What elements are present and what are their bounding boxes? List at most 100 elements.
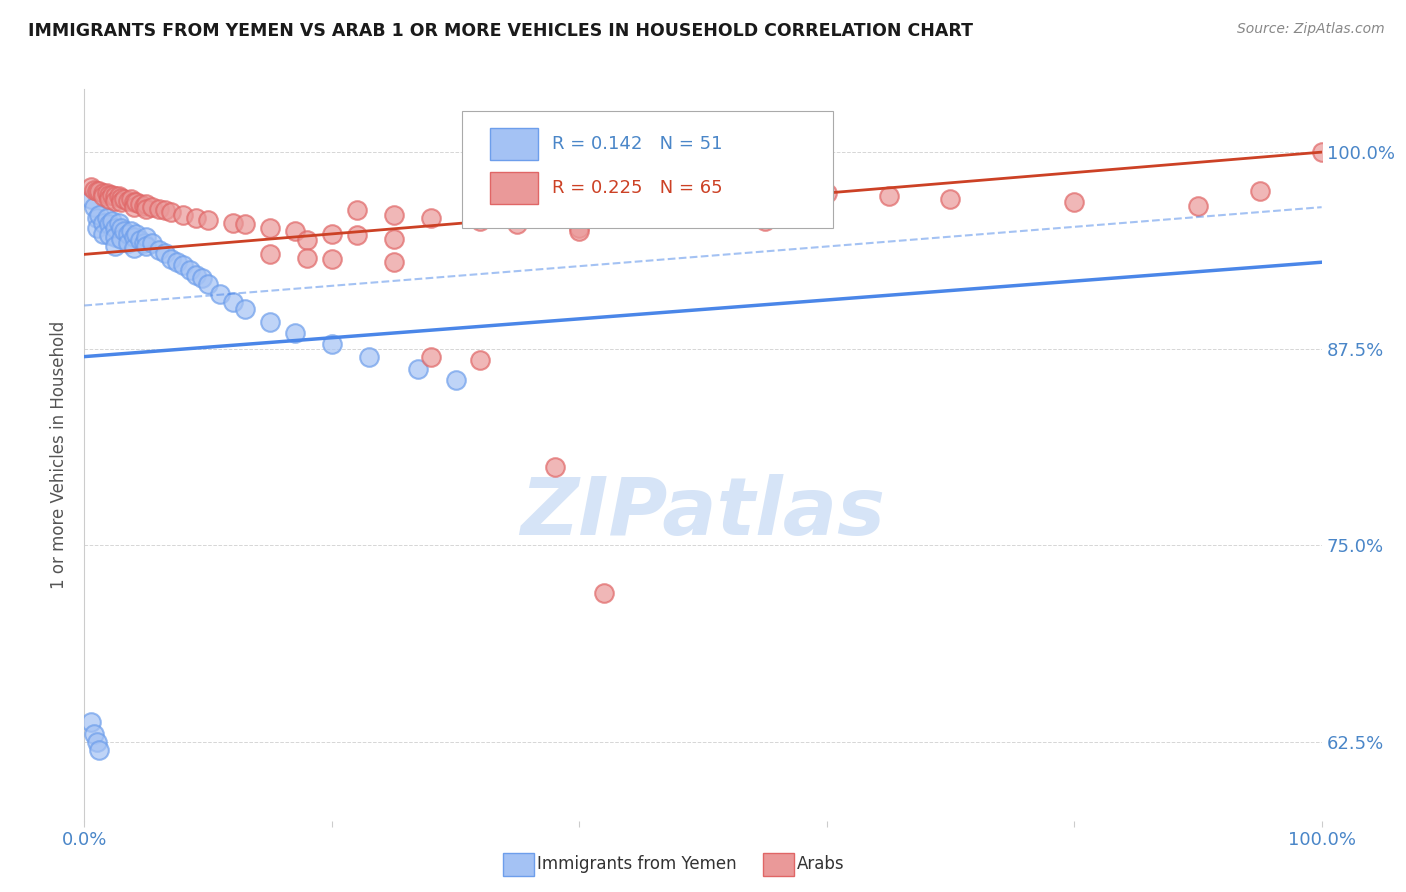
Point — [1249, 185, 1271, 199]
Point — [79, 714, 101, 729]
Point — [357, 350, 380, 364]
Point — [877, 189, 900, 203]
Point — [160, 205, 183, 219]
Point — [112, 224, 135, 238]
Point — [222, 216, 245, 230]
Point — [86, 211, 108, 226]
Point — [132, 198, 155, 212]
Text: Immigrants from Yemen: Immigrants from Yemen — [537, 855, 737, 873]
Point — [100, 214, 122, 228]
Point — [110, 195, 132, 210]
Text: R = 0.225   N = 65: R = 0.225 N = 65 — [553, 179, 723, 197]
Point — [184, 268, 207, 282]
Point — [692, 211, 714, 226]
Point — [259, 247, 281, 261]
Point — [122, 200, 145, 214]
Point — [89, 208, 111, 222]
Point — [222, 294, 245, 309]
Point — [419, 211, 441, 226]
Point — [179, 263, 201, 277]
Point — [233, 218, 256, 232]
Point — [382, 232, 405, 246]
Point — [630, 208, 652, 222]
Point — [83, 727, 105, 741]
Point — [321, 227, 343, 241]
Point — [117, 236, 139, 251]
Point — [543, 459, 565, 474]
Point — [444, 373, 467, 387]
Point — [79, 192, 101, 206]
FancyBboxPatch shape — [491, 172, 538, 204]
Point — [98, 218, 121, 232]
Point — [79, 179, 101, 194]
Point — [172, 208, 194, 222]
Point — [108, 216, 131, 230]
Text: Source: ZipAtlas.com: Source: ZipAtlas.com — [1237, 22, 1385, 37]
FancyBboxPatch shape — [461, 112, 832, 228]
Point — [89, 185, 111, 199]
Point — [184, 211, 207, 226]
Text: Arabs: Arabs — [797, 855, 845, 873]
Point — [104, 239, 127, 253]
Point — [408, 362, 430, 376]
Point — [120, 192, 142, 206]
Point — [104, 189, 127, 203]
Point — [125, 195, 148, 210]
Point — [98, 187, 121, 202]
Point — [284, 224, 307, 238]
Point — [104, 194, 127, 208]
Point — [110, 191, 132, 205]
Point — [122, 241, 145, 255]
Point — [209, 286, 232, 301]
Point — [132, 236, 155, 251]
Point — [153, 203, 176, 218]
Point — [112, 192, 135, 206]
Point — [91, 227, 114, 241]
Point — [295, 233, 318, 247]
Point — [98, 192, 121, 206]
Point — [96, 211, 118, 226]
Point — [120, 224, 142, 238]
Point — [83, 183, 105, 197]
Point — [86, 735, 108, 749]
Point — [104, 230, 127, 244]
Point — [197, 212, 219, 227]
Point — [104, 220, 127, 235]
Point — [141, 236, 163, 251]
Point — [284, 326, 307, 340]
Point — [148, 243, 170, 257]
Point — [419, 350, 441, 364]
Y-axis label: 1 or more Vehicles in Household: 1 or more Vehicles in Household — [51, 321, 69, 589]
Point — [96, 186, 118, 200]
Point — [91, 186, 114, 200]
Point — [259, 220, 281, 235]
Point — [939, 192, 962, 206]
Text: R = 0.142   N = 51: R = 0.142 N = 51 — [553, 135, 723, 153]
Point — [593, 585, 616, 599]
Point — [100, 187, 122, 202]
Point — [135, 202, 157, 216]
Point — [166, 255, 188, 269]
Point — [321, 252, 343, 266]
Point — [98, 228, 121, 243]
Point — [470, 214, 492, 228]
Point — [382, 255, 405, 269]
Point — [135, 230, 157, 244]
Point — [470, 352, 492, 367]
Point — [129, 197, 152, 211]
Point — [110, 232, 132, 246]
Point — [117, 227, 139, 241]
Point — [1063, 195, 1085, 210]
Point — [172, 259, 194, 273]
Point — [86, 220, 108, 235]
Point — [89, 743, 111, 757]
Point — [83, 200, 105, 214]
FancyBboxPatch shape — [491, 128, 538, 161]
Point — [1310, 145, 1333, 160]
Point — [122, 230, 145, 244]
Point — [110, 220, 132, 235]
Point — [1187, 198, 1209, 212]
Point — [86, 185, 108, 199]
Text: IMMIGRANTS FROM YEMEN VS ARAB 1 OR MORE VEHICLES IN HOUSEHOLD CORRELATION CHART: IMMIGRANTS FROM YEMEN VS ARAB 1 OR MORE … — [28, 22, 973, 40]
Text: ZIPatlas: ZIPatlas — [520, 475, 886, 552]
